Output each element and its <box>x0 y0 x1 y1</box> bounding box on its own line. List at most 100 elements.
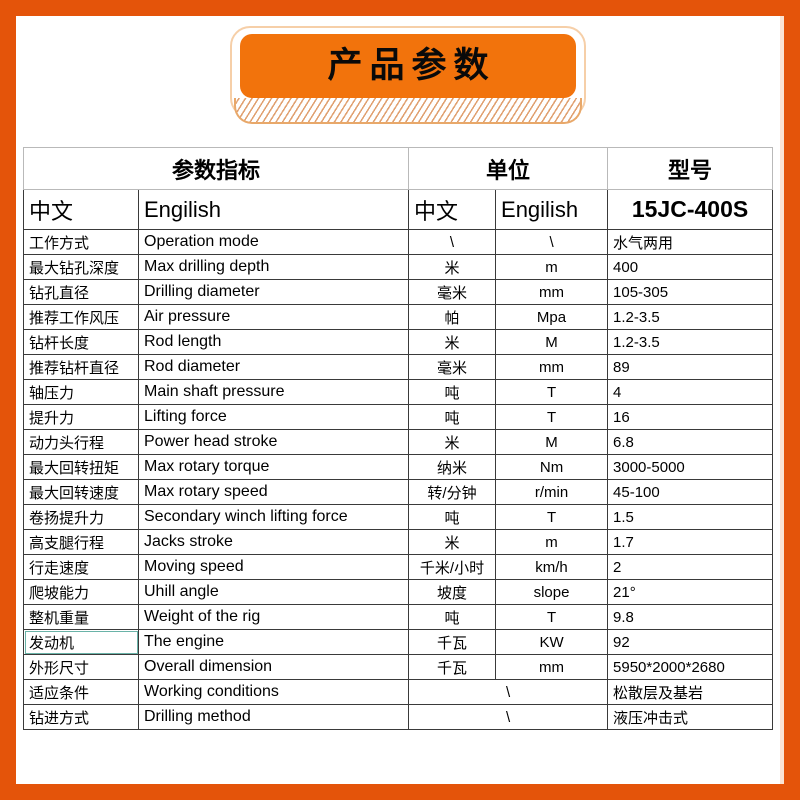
row-value: 水气两用 <box>607 229 774 255</box>
row-value: 4 <box>607 379 774 405</box>
table-row: 行走速度 Moving speed 千米/小时 km/h 2 <box>23 554 774 580</box>
row-value: 21° <box>607 579 774 605</box>
row-unit-cn: 毫米 <box>408 279 497 305</box>
table-row: 动力头行程 Power head stroke 米 M 6.8 <box>23 429 774 455</box>
page-title: 产品参数 <box>327 45 496 86</box>
row-unit-en: T <box>495 404 609 430</box>
row-unit-en: r/min <box>495 479 609 505</box>
row-unit-cn: \ <box>408 229 497 255</box>
row-value: 45-100 <box>607 479 774 505</box>
row-label-en: Max rotary speed <box>137 479 410 505</box>
row-label-cn: 钻杆长度 <box>23 329 139 355</box>
subheader-param-cn: 中文 <box>23 189 139 230</box>
row-label-cn: 行走速度 <box>23 554 139 580</box>
table-row: 卷扬提升力 Secondary winch lifting force 吨 T 1.5 <box>23 504 774 530</box>
row-unit-cn: 坡度 <box>408 579 497 605</box>
table-row: 工作方式 Operation mode \ \ 水气两用 <box>23 229 774 255</box>
row-label-cn: 最大钻孔深度 <box>23 254 139 280</box>
row-label-en: The engine <box>137 629 410 655</box>
banner-plate: 产品参数 <box>240 34 576 98</box>
row-label-en: Rod length <box>137 329 410 355</box>
row-value: 89 <box>607 354 774 380</box>
row-value: 1.2-3.5 <box>607 329 774 355</box>
row-value: 1.7 <box>607 529 774 555</box>
row-unit-en: km/h <box>495 554 609 580</box>
row-label-en: Operation mode <box>137 229 410 255</box>
row-label-cn: 卷扬提升力 <box>23 504 139 530</box>
row-value: 3000-5000 <box>607 454 774 480</box>
row-unit-en: mm <box>495 654 609 680</box>
row-label-cn: 最大回转速度 <box>23 479 139 505</box>
table-row: 钻孔直径 Drilling diameter 毫米 mm 105-305 <box>23 279 774 305</box>
row-unit-en: M <box>495 429 609 455</box>
row-label-cn: 适应条件 <box>23 679 139 705</box>
row-value: 92 <box>607 629 774 655</box>
row-unit-en: Nm <box>495 454 609 480</box>
row-label-cn: 高支腿行程 <box>23 529 139 555</box>
frame-border-top <box>0 0 800 16</box>
row-unit-en: m <box>495 529 609 555</box>
row-label-cn: 爬坡能力 <box>23 579 139 605</box>
row-value: 9.8 <box>607 604 774 630</box>
row-value: 5950*2000*2680 <box>607 654 774 680</box>
model-number: 15JC-400S <box>607 189 774 230</box>
table-row: 最大回转速度 Max rotary speed 转/分钟 r/min 45-100 <box>23 479 774 505</box>
row-unit-cn: 米 <box>408 529 497 555</box>
row-unit-en: \ <box>495 229 609 255</box>
title-banner: 产品参数 <box>230 26 586 124</box>
row-label-en: Max rotary torque <box>137 454 410 480</box>
row-label-cn: 推荐工作风压 <box>23 304 139 330</box>
table-sub-header-row: 中文 Engilish 中文 Engilish 15JC-400S <box>23 189 774 230</box>
table-group-header-row: 参数指标 单位 型号 <box>22 147 774 190</box>
banner-hatch-decoration <box>234 98 582 124</box>
row-unit-cn: 吨 <box>408 404 497 430</box>
row-label-en: Moving speed <box>137 554 410 580</box>
row-label-en: Drilling method <box>137 704 410 730</box>
row-unit-cn: 千米/小时 <box>408 554 497 580</box>
row-value: 液压冲击式 <box>607 704 774 730</box>
subheader-unit-en: Engilish <box>495 189 609 230</box>
row-label-cn: 工作方式 <box>23 229 139 255</box>
row-label-cn: 轴压力 <box>23 379 139 405</box>
row-label-en: Power head stroke <box>137 429 410 455</box>
row-unit-en: T <box>495 379 609 405</box>
row-unit-cn: 吨 <box>408 604 497 630</box>
row-unit-cn: 千瓦 <box>408 654 497 680</box>
table-row: 外形尺寸 Overall dimension 千瓦 mm 5950*2000*2680 <box>23 654 774 680</box>
table-row: 适应条件 Working conditions \ 松散层及基岩 <box>23 679 774 705</box>
row-unit-en: M <box>495 329 609 355</box>
row-label-cn: 推荐钻杆直径 <box>23 354 139 380</box>
header-model: 型号 <box>607 147 774 190</box>
table-row: 最大回转扭矩 Max rotary torque 纳米 Nm 3000-5000 <box>23 454 774 480</box>
row-unit-cn: 米 <box>408 254 497 280</box>
row-label-en: Working conditions <box>137 679 410 705</box>
table-row: 整机重量 Weight of the rig 吨 T 9.8 <box>23 604 774 630</box>
spec-table-wrapper: 参数指标 单位 型号 中文 Engilish 中文 Engilish 15JC-… <box>22 147 774 730</box>
row-value: 2 <box>607 554 774 580</box>
header-unit: 单位 <box>408 147 609 190</box>
row-unit-en: Mpa <box>495 304 609 330</box>
subheader-unit-cn: 中文 <box>408 189 497 230</box>
row-value: 400 <box>607 254 774 280</box>
row-label-en: Overall dimension <box>137 654 410 680</box>
row-label-en: Rod diameter <box>137 354 410 380</box>
row-label-cn: 钻进方式 <box>23 704 139 730</box>
row-label-en: Air pressure <box>137 304 410 330</box>
row-label-cn: 动力头行程 <box>23 429 139 455</box>
row-label-cn: 发动机 <box>23 629 139 655</box>
row-unit-cn: 毫米 <box>408 354 497 380</box>
row-value: 105-305 <box>607 279 774 305</box>
table-row: 推荐工作风压 Air pressure 帕 Mpa 1.2-3.5 <box>23 304 774 330</box>
row-unit-en: mm <box>495 279 609 305</box>
row-label-en: Weight of the rig <box>137 604 410 630</box>
row-unit-cn: 吨 <box>408 379 497 405</box>
table-row: 钻进方式 Drilling method \ 液压冲击式 <box>23 704 774 730</box>
row-value: 16 <box>607 404 774 430</box>
row-label-cn: 外形尺寸 <box>23 654 139 680</box>
frame-border-left <box>0 0 16 800</box>
row-unit-cn: 千瓦 <box>408 629 497 655</box>
row-label-en: Drilling diameter <box>137 279 410 305</box>
row-label-en: Secondary winch lifting force <box>137 504 410 530</box>
product-spec-table: 参数指标 单位 型号 中文 Engilish 中文 Engilish 15JC-… <box>22 147 774 730</box>
